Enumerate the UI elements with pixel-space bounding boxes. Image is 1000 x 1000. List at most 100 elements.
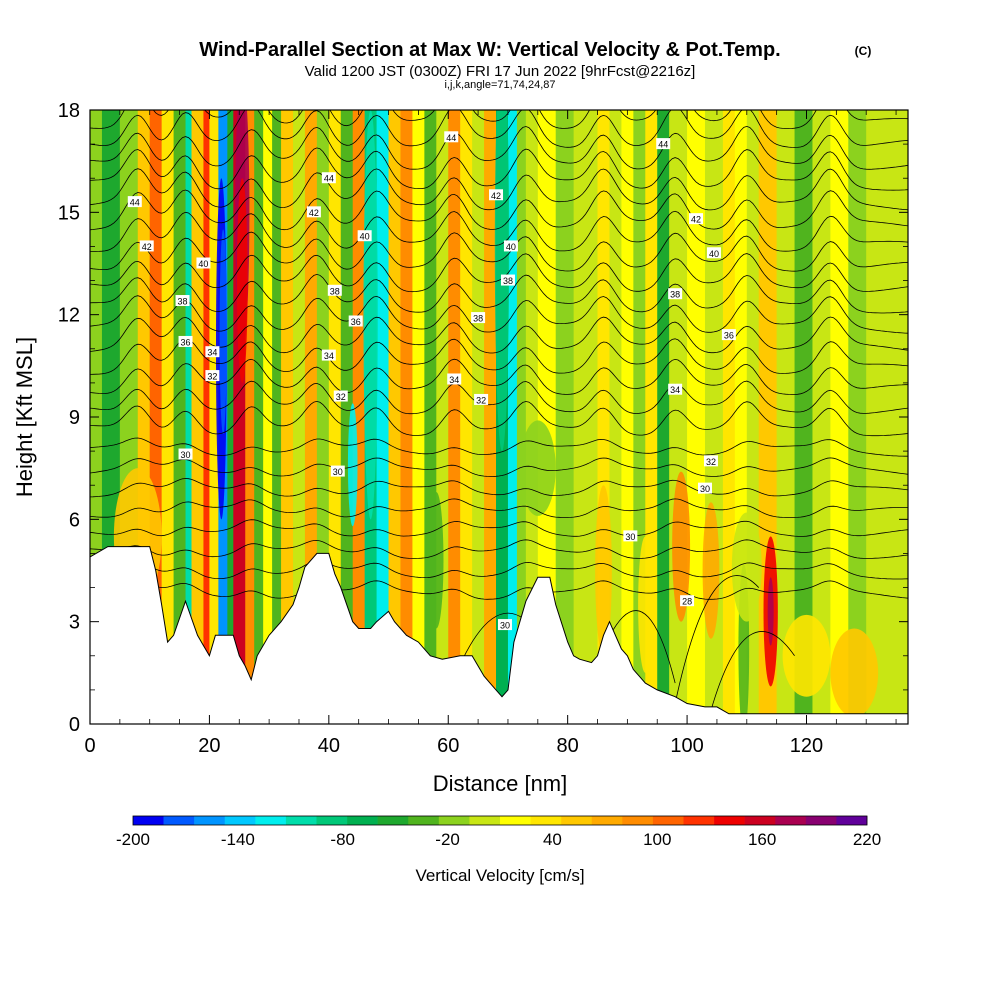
label-text: 30 bbox=[625, 532, 635, 542]
colorbar-swatch bbox=[347, 816, 378, 825]
y-tick-label: 9 bbox=[69, 407, 80, 429]
velocity-band bbox=[352, 110, 366, 724]
colorbar-tick-label: -20 bbox=[435, 830, 460, 849]
theta-contour bbox=[90, 539, 908, 559]
label-text: 38 bbox=[473, 314, 483, 324]
theta-contour-label: 38 bbox=[327, 284, 342, 296]
colorbar-swatch bbox=[255, 816, 287, 825]
y-tick-label: 18 bbox=[58, 100, 80, 122]
theta-contour-label: 40 bbox=[503, 240, 518, 252]
label-text: 30 bbox=[333, 467, 343, 477]
label-backing bbox=[306, 206, 321, 218]
velocity-feature bbox=[595, 485, 612, 656]
colorbar-swatch bbox=[285, 816, 317, 825]
colorbar-swatch bbox=[836, 816, 868, 825]
velocity-feature bbox=[702, 502, 720, 639]
theta-contour-label: 28 bbox=[680, 595, 695, 607]
label-backing bbox=[348, 315, 363, 327]
velocity-feature bbox=[672, 471, 691, 622]
velocity-band bbox=[254, 110, 264, 724]
colorbar-tick-label: -80 bbox=[330, 830, 355, 849]
theta-contour bbox=[90, 498, 908, 518]
theta-contour-label: 40 bbox=[196, 257, 211, 269]
colorbar-swatch bbox=[438, 816, 470, 825]
velocity-band bbox=[669, 110, 688, 724]
theta-contour-label: 38 bbox=[471, 312, 486, 324]
velocity-band bbox=[293, 110, 306, 724]
theta-contour bbox=[90, 437, 908, 457]
velocity-feature bbox=[767, 577, 774, 646]
label-text: 36 bbox=[351, 317, 361, 327]
theta-contour bbox=[90, 580, 908, 600]
colorbar-swatch bbox=[561, 816, 593, 825]
label-text: 42 bbox=[491, 191, 501, 201]
label-backing bbox=[444, 131, 459, 143]
velocity-band bbox=[776, 110, 796, 724]
colorbar: -200 -140 -80 -20 40 100 160 220 bbox=[116, 815, 881, 849]
theta-contour bbox=[90, 316, 908, 354]
velocity-feature bbox=[236, 178, 248, 383]
velocity-band bbox=[537, 110, 557, 724]
label-backing bbox=[196, 257, 211, 269]
colorbar-swatch bbox=[163, 816, 195, 825]
velocity-feature bbox=[638, 536, 653, 673]
theta-contour bbox=[90, 457, 908, 477]
label-backing bbox=[680, 595, 695, 607]
theta-contour bbox=[90, 273, 908, 314]
velocity-band bbox=[484, 110, 497, 724]
velocity-band bbox=[621, 110, 634, 724]
theta-contour bbox=[710, 631, 795, 711]
colorbar-swatch bbox=[622, 816, 654, 825]
theta-contour-label: 36 bbox=[348, 315, 363, 327]
colorbar-label: Vertical Velocity [cm/s] bbox=[415, 866, 584, 885]
label-text: 44 bbox=[446, 133, 456, 143]
y-axis-label: Height [Kft MSL] bbox=[12, 337, 37, 497]
label-backing bbox=[357, 230, 372, 242]
theta-contour-label: 32 bbox=[205, 370, 220, 382]
colorbar-tick-label: -200 bbox=[116, 830, 150, 849]
colorbar-swatch bbox=[714, 816, 745, 825]
theta-contour bbox=[90, 380, 908, 415]
x-axis-label: Distance [nm] bbox=[433, 771, 568, 796]
colorbar-tick-label: 160 bbox=[748, 830, 776, 849]
colorbar-swatch bbox=[652, 816, 684, 825]
theta-contour-label: 30 bbox=[697, 482, 712, 494]
velocity-band bbox=[245, 110, 255, 724]
y-tick-label: 6 bbox=[69, 509, 80, 531]
velocity-band bbox=[722, 110, 736, 724]
theta-contour-label: 32 bbox=[333, 390, 348, 402]
colorbar-swatch bbox=[377, 816, 409, 825]
theta-contour bbox=[90, 110, 908, 148]
theta-contour-label: 36 bbox=[178, 335, 193, 347]
label-text: 40 bbox=[709, 249, 719, 259]
colorbar-swatch bbox=[591, 816, 623, 825]
velocity-band bbox=[460, 110, 473, 724]
label-text: 30 bbox=[500, 621, 510, 631]
theta-contour-label: 40 bbox=[357, 230, 372, 242]
y-tick-label: 15 bbox=[58, 202, 80, 224]
label-backing bbox=[205, 370, 220, 382]
velocity-feature bbox=[731, 512, 762, 622]
x-tick-label: 0 bbox=[84, 735, 95, 757]
x-tick-label: 40 bbox=[318, 735, 340, 757]
velocity-band bbox=[516, 110, 527, 724]
theta-contour-label: 42 bbox=[306, 206, 321, 218]
label-backing bbox=[321, 172, 336, 184]
label-backing bbox=[175, 295, 190, 307]
theta-contour-label: 36 bbox=[721, 329, 736, 341]
colorbar-swatch bbox=[224, 816, 256, 825]
label-text: 34 bbox=[207, 348, 217, 358]
theta-contour-label: 30 bbox=[623, 530, 638, 542]
label-backing bbox=[178, 335, 193, 347]
velocity-band bbox=[507, 110, 518, 724]
colorbar-swatch bbox=[316, 816, 348, 825]
label-text: 40 bbox=[506, 242, 516, 252]
theta-contour-label: 44 bbox=[127, 196, 142, 208]
label-backing bbox=[500, 274, 515, 286]
label-text: 32 bbox=[706, 457, 716, 467]
label-text: 30 bbox=[700, 484, 710, 494]
theta-contour-label: 30 bbox=[497, 619, 512, 631]
label-text: 44 bbox=[658, 140, 668, 150]
